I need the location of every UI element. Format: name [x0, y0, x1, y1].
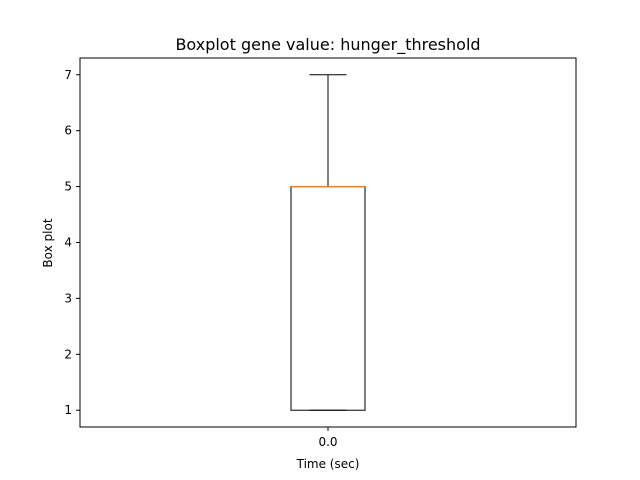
y-axis-label: Box plot	[41, 218, 55, 267]
y-tick-label: 3	[64, 291, 72, 305]
y-tick-label: 6	[64, 124, 72, 138]
y-tick-label: 7	[64, 68, 72, 82]
y-tick-label: 1	[64, 403, 72, 417]
y-tick-label: 5	[64, 180, 72, 194]
plot-area: 1 2 3 4 5 6 7 0.0	[64, 57, 577, 449]
x-axis-label: Time (sec)	[296, 457, 360, 471]
y-tick-label: 4	[64, 236, 72, 250]
x-tick-label: 0.0	[318, 435, 337, 449]
chart-title: Boxplot gene value: hunger_threshold	[175, 35, 480, 55]
y-tick-label: 2	[64, 347, 72, 361]
